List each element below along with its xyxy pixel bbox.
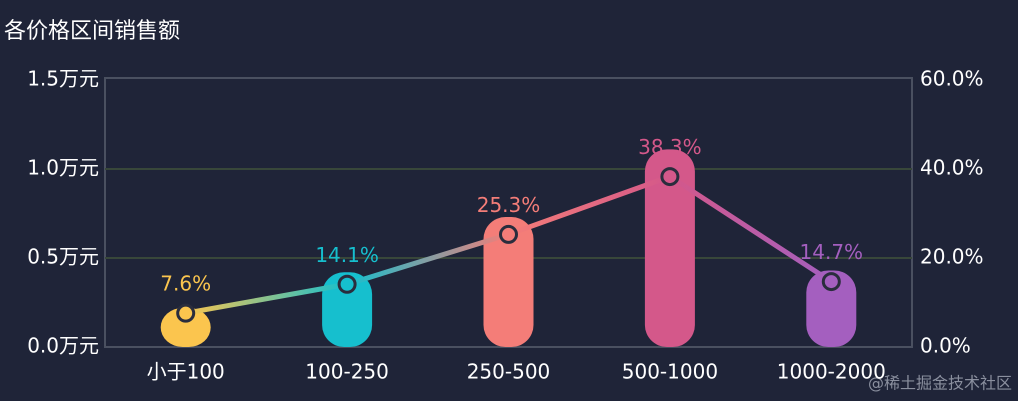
chart-title: 各价格区间销售额: [4, 19, 180, 44]
line-point: [176, 303, 196, 323]
x-tick-label: 500-1000: [622, 360, 718, 384]
y-tick-label: 1.0万元: [27, 156, 99, 180]
y2-tick-label: 20.0%: [920, 245, 984, 269]
bar: [322, 272, 373, 347]
x-tick-label: 1000-2000: [777, 360, 886, 384]
bar: [806, 270, 857, 347]
y2-tick-label: 0.0%: [920, 334, 971, 358]
x-tick-label: 100-250: [305, 360, 389, 384]
line-point: [821, 272, 841, 292]
bar: [483, 217, 534, 347]
y2-tick-label: 60.0%: [920, 67, 984, 91]
y-tick-label: 1.5万元: [27, 67, 99, 91]
line-point: [660, 167, 680, 187]
watermark: @稀土掘金技术社区: [868, 374, 1012, 393]
data-label: 25.3%: [477, 193, 541, 217]
line-point: [337, 274, 357, 294]
data-label: 14.1%: [315, 243, 379, 267]
data-label: 14.7%: [800, 240, 864, 264]
data-label: 7.6%: [160, 272, 211, 296]
y-tick-label: 0.0万元: [27, 334, 99, 358]
x-tick-label: 小于100: [147, 360, 225, 384]
x-tick-label: 250-500: [467, 360, 551, 384]
y2-tick-label: 40.0%: [920, 156, 984, 180]
y-tick-label: 0.5万元: [27, 245, 99, 269]
bar: [160, 307, 211, 347]
line-point: [499, 224, 518, 244]
data-label: 38.3%: [638, 135, 702, 159]
bar: [644, 149, 695, 347]
